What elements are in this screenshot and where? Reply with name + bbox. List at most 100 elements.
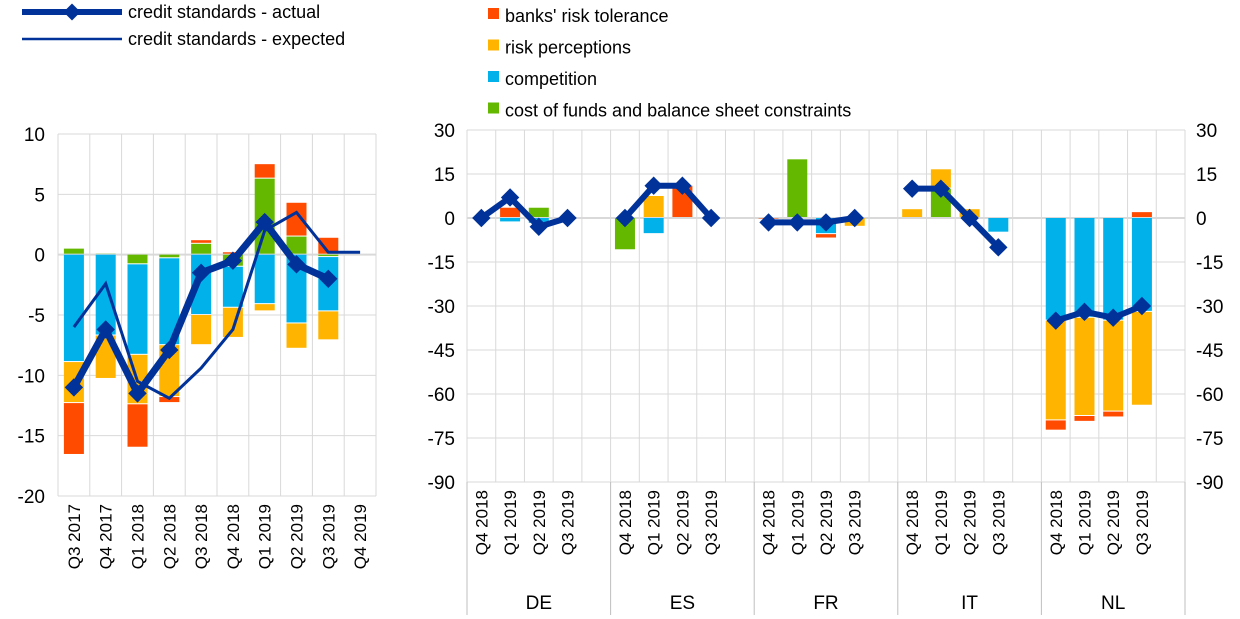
bar-risk-perceptions bbox=[643, 196, 664, 217]
x-tick-label: Q3 2017 bbox=[65, 504, 84, 569]
x-tick-label: Q1 2019 bbox=[932, 490, 951, 555]
y-tick-label: 10 bbox=[24, 125, 45, 146]
actual-marker bbox=[1075, 302, 1094, 322]
y-tick-label-left: -75 bbox=[428, 429, 455, 450]
x-tick-label: Q2 2019 bbox=[288, 504, 307, 569]
actual-line bbox=[768, 215, 856, 226]
bar-competition bbox=[63, 254, 84, 362]
x-tick-label: Q4 2018 bbox=[472, 490, 491, 555]
group-label: NL bbox=[1101, 593, 1125, 614]
bar-competition bbox=[286, 254, 307, 323]
legend-label: cost of funds and balance sheet constrai… bbox=[505, 101, 851, 121]
bar-risk-tolerance bbox=[1045, 420, 1066, 430]
bar-competition bbox=[988, 218, 1009, 232]
actual-marker bbox=[960, 208, 979, 228]
x-tick-label: Q4 2018 bbox=[224, 504, 243, 569]
x-tick-label: Q3 2019 bbox=[846, 490, 865, 555]
bar-risk-perceptions bbox=[902, 209, 923, 217]
bar-competition bbox=[1131, 218, 1152, 311]
y-tick-label: -20 bbox=[18, 487, 45, 508]
actual-marker bbox=[989, 238, 1008, 257]
actual-marker bbox=[529, 217, 548, 236]
legend-swatch bbox=[488, 8, 499, 19]
actual-marker bbox=[673, 176, 692, 195]
bar-risk-tolerance bbox=[816, 234, 836, 238]
bar-risk-tolerance bbox=[63, 403, 84, 454]
legend-label: competition bbox=[505, 69, 597, 89]
actual-marker bbox=[255, 212, 274, 232]
actual-marker bbox=[931, 179, 951, 198]
bar-competition bbox=[1074, 218, 1095, 317]
y-tick-label-right: 30 bbox=[1196, 121, 1217, 142]
group-label: FR bbox=[813, 593, 838, 614]
bar-risk-tolerance bbox=[1074, 416, 1095, 421]
bar-risk-perceptions bbox=[318, 311, 339, 340]
actual-marker bbox=[788, 213, 807, 232]
bar-competition bbox=[500, 218, 521, 222]
bar-risk-tolerance bbox=[286, 202, 307, 236]
x-tick-label: Q2 2019 bbox=[530, 490, 549, 555]
actual-line bbox=[912, 185, 1001, 250]
x-tick-label: Q3 2018 bbox=[192, 504, 211, 569]
y-tick-label-right: -60 bbox=[1196, 385, 1223, 406]
actual-marker bbox=[472, 208, 491, 228]
y-tick-label: -10 bbox=[18, 366, 45, 387]
y-tick-label-left: 30 bbox=[434, 121, 455, 142]
bar-risk-tolerance bbox=[1103, 411, 1124, 417]
y-tick-label-right: 15 bbox=[1196, 165, 1217, 186]
y-tick-label-right: 0 bbox=[1196, 209, 1207, 230]
y-tick-label: -5 bbox=[28, 306, 45, 327]
bar-competition bbox=[643, 218, 664, 234]
bar-risk-tolerance bbox=[500, 207, 521, 217]
bar-risk-perceptions bbox=[1103, 320, 1124, 411]
actual-marker bbox=[191, 263, 211, 282]
bar-risk-tolerance bbox=[191, 240, 212, 243]
actual-marker bbox=[845, 208, 864, 228]
legend-label: credit standards - expected bbox=[128, 29, 345, 49]
bar-competition bbox=[1103, 218, 1124, 320]
actual-marker bbox=[160, 340, 179, 360]
bar-cost-of-funds bbox=[191, 243, 212, 254]
bar-cost-of-funds bbox=[787, 159, 808, 217]
y-tick-label-right: -30 bbox=[1196, 297, 1223, 318]
actual-marker bbox=[1104, 308, 1123, 327]
x-tick-label: Q2 2019 bbox=[817, 490, 836, 555]
x-tick-label: Q3 2019 bbox=[559, 490, 578, 555]
bar-cost-of-funds bbox=[318, 254, 339, 257]
group-label: DE bbox=[526, 593, 552, 614]
bar-competition bbox=[95, 254, 116, 335]
y-tick-label-left: -15 bbox=[428, 253, 455, 274]
actual-marker bbox=[759, 213, 778, 232]
actual-marker bbox=[128, 384, 147, 403]
bar-risk-perceptions bbox=[254, 304, 275, 311]
y-tick-label-left: -45 bbox=[428, 341, 455, 362]
bar-cost-of-funds bbox=[63, 248, 84, 254]
x-tick-label: Q1 2019 bbox=[788, 490, 807, 555]
actual-marker bbox=[96, 320, 115, 339]
bar-cost-of-funds bbox=[528, 207, 549, 217]
x-tick-label: Q4 2019 bbox=[351, 504, 370, 569]
legend-label: credit standards - actual bbox=[128, 2, 320, 22]
x-tick-label: Q4 2018 bbox=[616, 490, 635, 555]
y-tick-label-right: -45 bbox=[1196, 341, 1223, 362]
bar-cost-of-funds bbox=[127, 254, 148, 264]
actual-marker bbox=[644, 176, 663, 195]
actual-marker bbox=[319, 269, 338, 288]
x-tick-label: Q1 2019 bbox=[501, 490, 520, 555]
x-tick-label: Q3 2019 bbox=[702, 490, 721, 555]
bar-risk-tolerance bbox=[127, 404, 148, 447]
actual-marker bbox=[287, 255, 306, 274]
x-tick-label: Q4 2018 bbox=[903, 490, 922, 555]
actual-marker bbox=[64, 378, 84, 397]
bar-risk-perceptions bbox=[191, 315, 212, 345]
bar-competition bbox=[127, 264, 148, 354]
y-tick-label: -15 bbox=[18, 427, 45, 448]
bar-risk-tolerance bbox=[1131, 212, 1152, 217]
x-tick-label: Q3 2019 bbox=[1133, 490, 1152, 555]
x-tick-label: Q3 2019 bbox=[319, 504, 338, 569]
group-label: ES bbox=[670, 593, 695, 614]
actual-marker bbox=[615, 208, 635, 228]
x-tick-label: Q1 2019 bbox=[1075, 490, 1094, 555]
